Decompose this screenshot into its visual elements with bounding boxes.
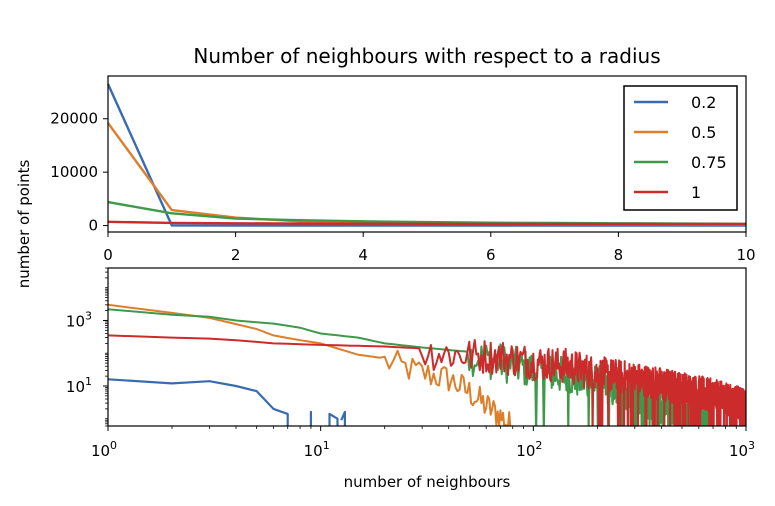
- bottom-axes-frame: [107, 267, 747, 427]
- top-y-tick-label: 20000: [50, 110, 98, 128]
- top-y-tick-label: 10000: [50, 163, 98, 181]
- top-x-tick-label: 2: [231, 246, 241, 264]
- x-axis-label: number of neighbours: [344, 473, 511, 491]
- top-x-tick-label: 6: [486, 246, 496, 264]
- bottom-series-line-0: [328, 412, 339, 426]
- legend-label: 0.75: [691, 153, 727, 172]
- bottom-plot-lines: [108, 303, 746, 426]
- bottom-y-tick-label: 101: [66, 375, 92, 396]
- top-series-line-3: [107, 220, 746, 226]
- top-axes: Number of neighbours with respect to a r…: [50, 44, 755, 264]
- bottom-series-line-0: [340, 410, 346, 426]
- bottom-x-ticks: 100 101 102 103: [91, 426, 755, 460]
- bottom-x-tick-label: 102: [516, 439, 542, 460]
- top-x-tick-label: 8: [614, 246, 624, 264]
- top-y-tick-label: 0: [88, 217, 98, 235]
- legend-label: 1: [691, 183, 701, 202]
- bottom-series-line-0: [108, 378, 289, 426]
- bottom-y-ticks: 101 103: [66, 267, 108, 427]
- bottom-x-tick-label: 101: [304, 439, 330, 460]
- top-series-line-0: [106, 83, 746, 227]
- legend-frame: [623, 85, 738, 211]
- bottom-y-tick-label: 103: [66, 309, 92, 330]
- bottom-series-line-1: [108, 303, 512, 426]
- legend-label: 0.5: [691, 123, 716, 142]
- top-axes-frame: [107, 75, 747, 233]
- chart-title: Number of neighbours with respect to a r…: [193, 44, 660, 68]
- top-y-ticks: 0 10000 20000: [50, 110, 108, 235]
- legend-items: 0.2 0.5 0.75 1: [634, 93, 727, 202]
- bottom-x-tick-label: 103: [729, 439, 755, 460]
- bottom-axes: 100 101 102 103 101 103 number of neighbours: [66, 267, 755, 491]
- bottom-series-line-3: [108, 334, 746, 426]
- y-axis-label: number of points: [15, 160, 33, 289]
- bottom-x-tick-label: 100: [91, 439, 117, 460]
- legend-label: 0.2: [691, 93, 716, 112]
- top-x-ticks: 0 2 4 6 8 10: [103, 232, 756, 264]
- top-x-tick-label: 0: [103, 246, 113, 264]
- legend: 0.2 0.5 0.75 1: [623, 85, 738, 211]
- top-x-tick-label: 4: [358, 246, 368, 264]
- top-plot-lines: [106, 83, 747, 227]
- top-x-tick-label: 10: [736, 246, 755, 264]
